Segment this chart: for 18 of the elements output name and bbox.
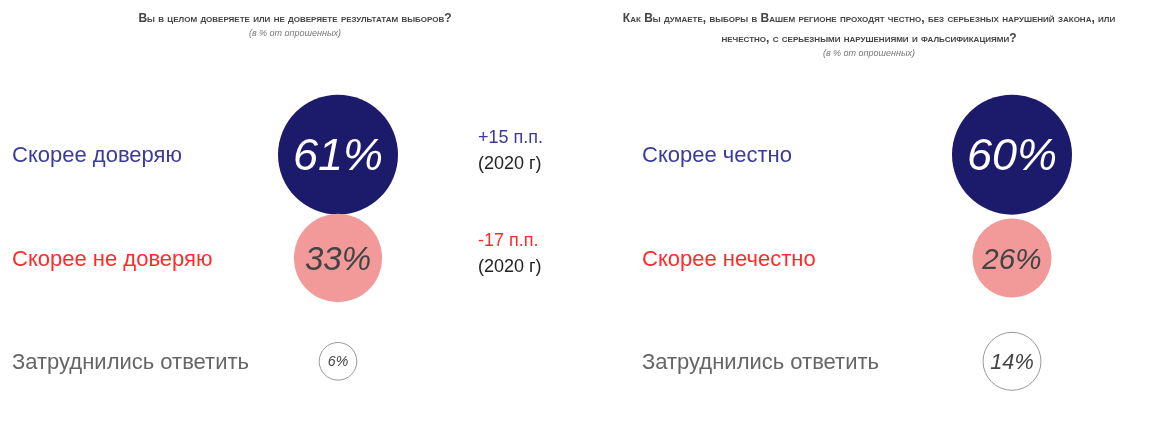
text: Как Вы думаете, выборы в Вашем регионе проходят честно, без серьезных нарушений закона, или нечестно, с серьезными нарушениями и фальсификациями?	[621, 10, 1117, 47]
text: -17 п.п. (2020 г)	[478, 230, 542, 276]
data-label: 26%	[981, 241, 1042, 275]
data-label: 6%	[327, 353, 349, 370]
category-label: Затруднились ответить	[12, 348, 250, 374]
category-label: Скорее нечестно	[642, 245, 816, 271]
category-label: Скорее не доверяю	[12, 245, 213, 271]
data-label: 14%	[990, 348, 1034, 374]
text: (в % от опрошенных)	[247, 28, 343, 38]
text: +15 п.п. (2020 г)	[478, 126, 544, 173]
data-label: 60%	[966, 129, 1058, 181]
category-label: Затруднились ответить	[642, 348, 880, 374]
text: (в % от опрошенных)	[821, 48, 917, 58]
data-label: 33%	[304, 239, 372, 277]
data-label: 61%	[292, 129, 384, 181]
text: Вы в целом доверяете или не доверяете результатам выборов?	[137, 10, 453, 27]
category-label: Скорее честно	[642, 142, 792, 168]
category-label: Скорее доверяю	[12, 142, 182, 168]
